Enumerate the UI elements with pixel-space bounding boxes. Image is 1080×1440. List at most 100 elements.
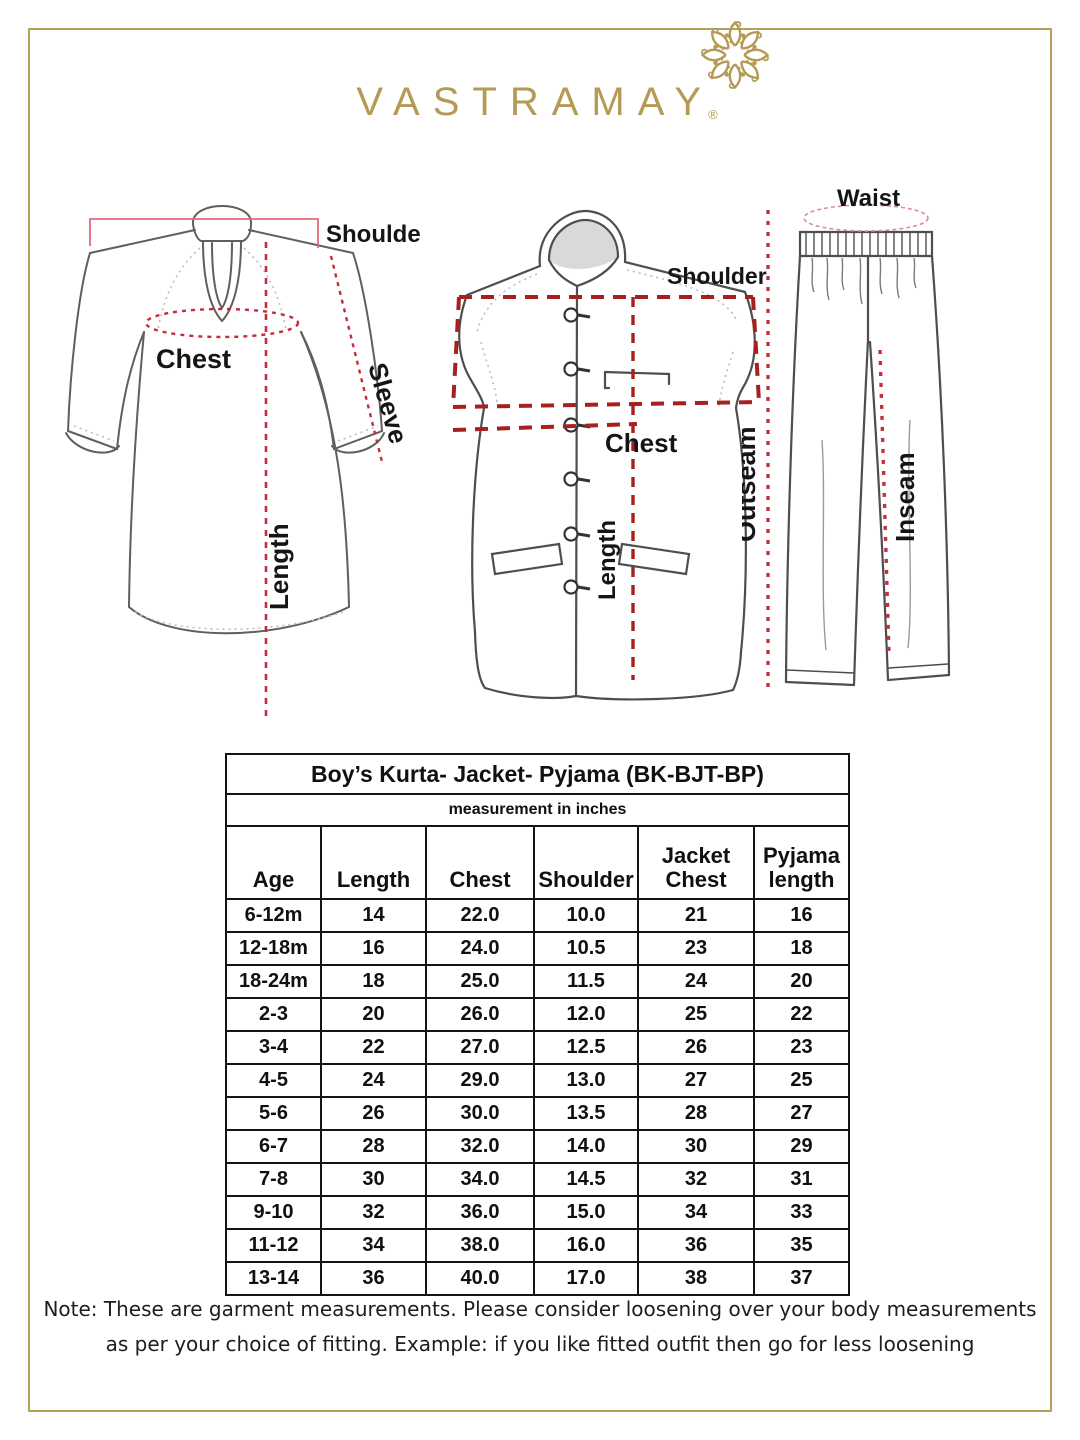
size-row: 5-6 26 30.0 13.5 28 27	[225, 1096, 850, 1131]
size-cell: 24	[320, 1063, 427, 1098]
jacket-diagram: Shoulder Chest Length	[451, 209, 767, 701]
pyjama-inseam-label: Inseam	[890, 452, 920, 542]
size-cell: 24	[637, 964, 755, 999]
size-cell: 27	[637, 1063, 755, 1098]
size-cell: 22	[320, 1030, 427, 1065]
size-cell: 28	[320, 1129, 427, 1164]
size-cell: 3-4	[225, 1030, 322, 1065]
pyjama-drawstrings	[811, 257, 917, 651]
kurta-shoulder-label: Shoulder	[326, 221, 420, 248]
size-cell: 11.5	[533, 964, 639, 999]
size-cell: 26	[320, 1096, 427, 1131]
jacket-outline	[458, 209, 756, 701]
size-cell: 23	[637, 931, 755, 966]
size-cell: 32.0	[425, 1129, 535, 1164]
size-cell: 36.0	[425, 1195, 535, 1230]
size-cell: 22.0	[425, 898, 535, 933]
size-cell: 27.0	[425, 1030, 535, 1065]
size-cell: 34.0	[425, 1162, 535, 1197]
size-row: 11-12 34 38.0 16.0 36 35	[225, 1228, 850, 1263]
note-line: Note: These are garment measurements. Pl…	[43, 1297, 1037, 1321]
size-cell: 25	[753, 1063, 850, 1098]
col-header-age: Age	[225, 825, 322, 900]
size-cell: 6-12m	[225, 898, 322, 933]
size-row: 4-5 24 29.0 13.0 27 25	[225, 1063, 850, 1098]
size-cell: 28	[637, 1096, 755, 1131]
size-row: 13-14 36 40.0 17.0 38 37	[225, 1261, 850, 1296]
size-cell: 32	[637, 1162, 755, 1197]
size-cell: 30	[637, 1129, 755, 1164]
col-header-shoulder: Shoulder	[533, 825, 639, 900]
size-cell: 13.0	[533, 1063, 639, 1098]
size-cell: 36	[637, 1228, 755, 1263]
size-cell: 18-24m	[225, 964, 322, 999]
size-cell: 12.5	[533, 1030, 639, 1065]
size-cell: 16	[753, 898, 850, 933]
size-cell: 38	[637, 1261, 755, 1296]
size-row: 18-24m 18 25.0 11.5 24 20	[225, 964, 850, 999]
size-cell: 16	[320, 931, 427, 966]
size-cell: 2-3	[225, 997, 322, 1032]
jacket-chest-label: Chest	[605, 428, 678, 458]
size-cell: 14.0	[533, 1129, 639, 1164]
size-cell: 34	[320, 1228, 427, 1263]
kurta-diagram: Shoulder Chest Sleeve Length	[65, 205, 420, 720]
col-header-jacket-chest: Jacket Chest	[637, 825, 755, 900]
kurta-sleeve-label: Sleeve	[362, 359, 414, 446]
jacket-seam-dots	[476, 269, 738, 407]
size-cell: 16.0	[533, 1228, 639, 1263]
size-cell: 37	[753, 1261, 850, 1296]
size-cell: 36	[320, 1261, 427, 1296]
size-cell: 35	[753, 1228, 850, 1263]
size-cell: 20	[753, 964, 850, 999]
size-cell: 26.0	[425, 997, 535, 1032]
table-header-row: Age Length Chest Shoulder Jacket Chest P…	[225, 825, 850, 900]
pyjama-outline	[784, 230, 951, 687]
size-cell: 27	[753, 1096, 850, 1131]
size-row: 3-4 22 27.0 12.5 26 23	[225, 1030, 850, 1065]
size-row: 6-7 28 32.0 14.0 30 29	[225, 1129, 850, 1164]
col-header-pyjama-length: Pyjama length	[753, 825, 850, 900]
table-title: Boy’s Kurta- Jacket- Pyjama (BK-BJT-BP)	[225, 753, 850, 795]
col-header-chest: Chest	[425, 825, 535, 900]
size-cell: 11-12	[225, 1228, 322, 1263]
size-cell: 29	[753, 1129, 850, 1164]
size-cell: 18	[320, 964, 427, 999]
size-cell: 18	[753, 931, 850, 966]
size-chart-table: Boy’s Kurta- Jacket- Pyjama (BK-BJT-BP) …	[225, 753, 850, 1296]
jacket-shoulder-label: Shoulder	[667, 263, 767, 289]
size-cell: 13.5	[533, 1096, 639, 1131]
size-cell: 13-14	[225, 1261, 322, 1296]
size-cell: 14.5	[533, 1162, 639, 1197]
size-cell: 10.0	[533, 898, 639, 933]
size-cell: 17.0	[533, 1261, 639, 1296]
size-cell: 7-8	[225, 1162, 322, 1197]
table-subtitle-row: measurement in inches	[225, 793, 850, 827]
size-cell: 32	[320, 1195, 427, 1230]
size-cell: 23	[753, 1030, 850, 1065]
table-body: 6-12m 14 22.0 10.0 21 16 12-18m 16 24.0 10.5 23 18 1…	[225, 898, 850, 1296]
brand-header: VASTRAMAY®	[0, 20, 1080, 125]
size-cell: 20	[320, 997, 427, 1032]
kurta-outline	[65, 205, 385, 635]
size-cell: 14	[320, 898, 427, 933]
jacket-collar-fill	[549, 220, 618, 270]
table-subtitle: measurement in inches	[225, 793, 850, 827]
pyjama-waist-label: Waist	[837, 185, 900, 212]
kurta-seam-dots	[73, 247, 379, 630]
brand-name: VASTRAMAY	[356, 80, 715, 124]
size-cell: 26	[637, 1030, 755, 1065]
size-cell: 15.0	[533, 1195, 639, 1230]
table-title-row: Boy’s Kurta- Jacket- Pyjama (BK-BJT-BP)	[225, 753, 850, 795]
size-cell: 40.0	[425, 1261, 535, 1296]
kurta-chest-label: Chest	[156, 344, 231, 374]
size-cell: 24.0	[425, 931, 535, 966]
size-row: 6-12m 14 22.0 10.0 21 16	[225, 898, 850, 933]
size-cell: 25.0	[425, 964, 535, 999]
size-cell: 34	[637, 1195, 755, 1230]
size-cell: 12.0	[533, 997, 639, 1032]
size-cell: 29.0	[425, 1063, 535, 1098]
size-cell: 9-10	[225, 1195, 322, 1230]
kurta-length-label: Length	[264, 523, 294, 610]
kurta-measures	[89, 218, 384, 720]
